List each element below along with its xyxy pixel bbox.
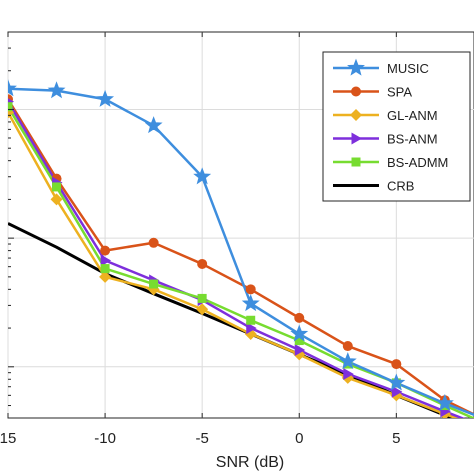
data-point-bs-admm xyxy=(100,264,110,274)
legend-entry-music: MUSIC xyxy=(333,58,429,76)
data-point-bs-anm xyxy=(246,322,257,335)
legend-entry-spa: SPA xyxy=(333,85,412,100)
data-point-music xyxy=(193,167,212,185)
data-point-spa xyxy=(391,359,402,370)
data-point-bs-anm xyxy=(343,367,354,380)
legend-entry-bs-admm: BS-ADMM xyxy=(333,155,448,170)
legend-label: BS-ANM xyxy=(387,132,438,147)
legend-swatch-marker xyxy=(351,86,361,97)
legend-label: MUSIC xyxy=(387,61,429,76)
data-point-bs-admm xyxy=(294,336,304,346)
data-point-bs-anm xyxy=(100,254,112,267)
x-tick-label: 15 xyxy=(0,430,16,447)
data-point-spa xyxy=(197,258,208,269)
data-point-music xyxy=(435,393,454,411)
legend-swatch-marker xyxy=(350,109,362,121)
data-point-gl-anm xyxy=(50,193,63,206)
data-point-music xyxy=(8,79,17,97)
x-tick-label: 0 xyxy=(295,430,303,447)
legend-swatch-marker xyxy=(351,132,362,145)
legend-entry-gl-anm: GL-ANM xyxy=(333,108,438,123)
data-point-music xyxy=(144,116,163,134)
legend-items: MUSIC SPA GL-ANM BS-ANM BS-ADMM CRB xyxy=(333,58,448,194)
data-point-bs-admm xyxy=(246,315,256,325)
legend-label: BS-ADMM xyxy=(387,155,448,170)
x-axis-ticks: 15 -10 -5 0 5 xyxy=(0,31,401,447)
x-tick-label: 5 xyxy=(392,430,400,447)
data-point-bs-admm xyxy=(52,182,62,192)
data-point-music xyxy=(241,294,260,312)
legend-label: SPA xyxy=(387,85,412,100)
data-point-gl-anm xyxy=(99,270,112,283)
legend-swatch-marker xyxy=(347,58,365,76)
data-point-spa xyxy=(100,245,111,256)
legend: MUSIC SPA GL-ANM BS-ANM BS-ADMM CRB xyxy=(322,51,471,202)
data-point-bs-admm xyxy=(149,279,159,289)
legend-label: GL-ANM xyxy=(387,108,438,123)
data-point-bs-anm xyxy=(294,344,306,357)
data-point-spa xyxy=(294,312,305,323)
x-axis-label: SNR (dB) xyxy=(216,454,284,471)
legend-swatch-marker xyxy=(351,157,361,167)
legend-entry-crb: CRB xyxy=(333,179,414,194)
series-markers xyxy=(8,79,454,418)
data-point-spa xyxy=(342,341,353,352)
data-point-spa xyxy=(148,237,159,248)
data-point-spa xyxy=(245,284,256,295)
legend-box xyxy=(322,51,471,202)
data-point-bs-admm xyxy=(8,102,13,112)
x-tick-label: -5 xyxy=(195,430,208,447)
data-point-music xyxy=(47,81,66,99)
data-point-music xyxy=(290,324,309,342)
legend-label: CRB xyxy=(387,179,414,194)
data-point-bs-admm xyxy=(197,293,207,303)
data-point-music xyxy=(338,352,357,370)
data-point-gl-anm xyxy=(196,303,209,316)
data-point-music xyxy=(387,373,406,391)
legend-entry-bs-anm: BS-ANM xyxy=(333,132,438,147)
data-point-music xyxy=(96,89,115,107)
x-tick-label: -10 xyxy=(94,430,116,447)
data-point-bs-anm xyxy=(391,385,403,398)
